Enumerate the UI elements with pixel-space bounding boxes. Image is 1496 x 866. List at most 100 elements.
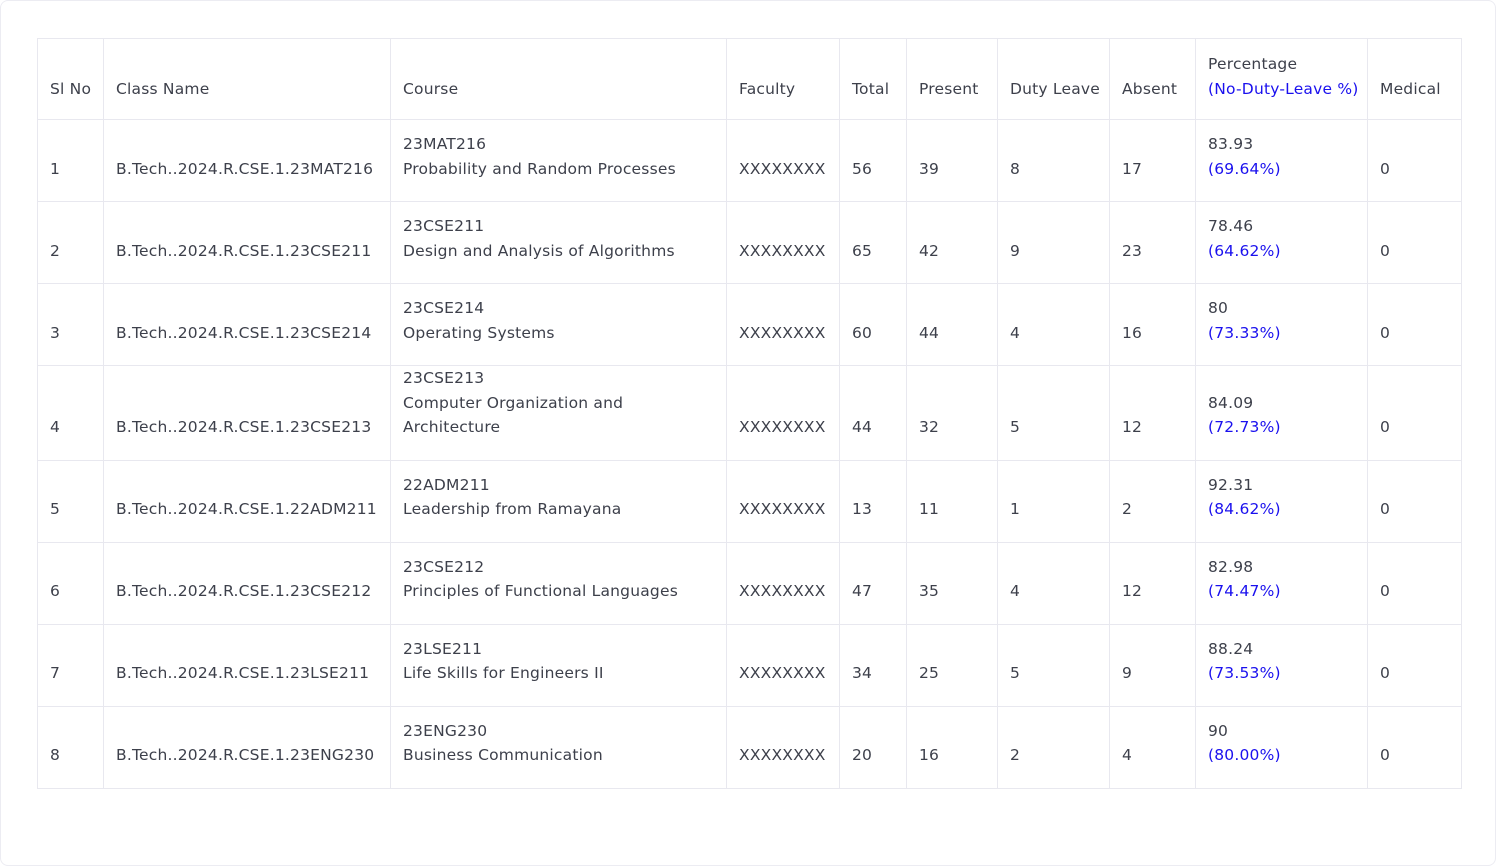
percentage-no-duty-leave: (69.64%) xyxy=(1208,159,1281,178)
course-code: 23CSE214 xyxy=(403,299,485,317)
header-absent: Absent xyxy=(1109,38,1196,120)
course-cell: 22ADM211 Leadership from Ramayana xyxy=(390,459,727,543)
duty-leave-cell: 8 xyxy=(997,119,1110,202)
class-name-cell: B.Tech..2024.R.CSE.1.23CSE212 xyxy=(103,541,391,625)
course-name: Computer Organization and Architecture xyxy=(403,393,624,437)
total-cell: 13 xyxy=(839,459,907,543)
class-name-cell: B.Tech..2024.R.CSE.1.22ADM211 xyxy=(103,459,391,543)
duty-leave-cell: 9 xyxy=(997,201,1110,284)
absent-cell: 9 xyxy=(1109,623,1196,707)
sl-no-cell: 5 xyxy=(37,459,104,543)
course-code: 22ADM211 xyxy=(403,475,490,494)
sl-no-cell: 6 xyxy=(37,541,104,625)
course-cell: 23MAT216 Probability and Random Processes xyxy=(390,119,727,202)
percentage-no-duty-leave: (64.62%) xyxy=(1208,241,1281,260)
header-sl-no: Sl No xyxy=(37,38,104,120)
faculty-cell: XXXXXXXX xyxy=(726,201,840,284)
faculty-cell: XXXXXXXX xyxy=(726,283,840,366)
percentage-no-duty-leave: (72.73%) xyxy=(1208,418,1281,436)
course-name: Principles of Functional Languages xyxy=(403,582,678,600)
total-cell: 34 xyxy=(839,623,907,707)
percentage-cell: 80 (73.33%) xyxy=(1195,283,1368,366)
percentage-cell: 83.93 (69.64%) xyxy=(1195,119,1368,202)
absent-cell: 12 xyxy=(1109,541,1196,625)
percentage-value: 78.46 xyxy=(1208,217,1254,235)
course-cell: 23LSE211 Life Skills for Engineers II xyxy=(390,623,727,707)
percentage-value: 80 xyxy=(1208,299,1229,317)
absent-cell: 12 xyxy=(1109,365,1196,461)
course-code: 23CSE211 xyxy=(403,217,485,235)
class-name-cell: B.Tech..2024.R.CSE.1.23LSE211 xyxy=(103,623,391,707)
course-name: Leadership from Ramayana xyxy=(403,500,622,518)
duty-leave-cell: 5 xyxy=(997,365,1110,461)
course-name: Design and Analysis of Algorithms xyxy=(403,241,675,260)
total-cell: 44 xyxy=(839,365,907,461)
sl-no-cell: 8 xyxy=(37,705,104,789)
table-row: 6 B.Tech..2024.R.CSE.1.23CSE212 23CSE212 Pr… xyxy=(37,541,1462,625)
duty-leave-cell: 2 xyxy=(997,705,1110,789)
course-code: 23LSE211 xyxy=(403,639,483,658)
total-cell: 60 xyxy=(839,283,907,366)
percentage-no-duty-leave: (80.00%) xyxy=(1208,746,1281,764)
table-row: 7 B.Tech..2024.R.CSE.1.23LSE211 23LSE211 Li… xyxy=(37,623,1462,707)
header-medical: Medical xyxy=(1367,38,1462,120)
table-row: 5 B.Tech..2024.R.CSE.1.22ADM211 22ADM211 Le… xyxy=(37,459,1462,543)
sl-no-cell: 3 xyxy=(37,283,104,366)
course-cell: 23CSE211 Design and Analysis of Algorithm… xyxy=(390,201,727,284)
class-name-cell: B.Tech..2024.R.CSE.1.23CSE213 xyxy=(103,365,391,461)
faculty-cell: XXXXXXXX xyxy=(726,541,840,625)
percentage-no-duty-leave: (84.62%) xyxy=(1208,500,1281,518)
percentage-value: 88.24 xyxy=(1208,639,1254,658)
course-code: 23ENG230 xyxy=(403,721,488,740)
medical-cell: 0 xyxy=(1367,623,1462,707)
header-course: Course xyxy=(390,38,727,120)
present-cell: 44 xyxy=(906,283,998,366)
medical-cell: 0 xyxy=(1367,459,1462,543)
percentage-cell: 82.98 (74.47%) xyxy=(1195,541,1368,625)
medical-cell: 0 xyxy=(1367,365,1462,461)
header-percentage-label: Percentage xyxy=(1208,55,1298,73)
medical-cell: 0 xyxy=(1367,119,1462,202)
total-cell: 56 xyxy=(839,119,907,202)
course-name: Business Communication xyxy=(403,746,603,764)
medical-cell: 0 xyxy=(1367,283,1462,366)
percentage-value: 92.31 xyxy=(1208,475,1254,494)
percentage-value: 82.98 xyxy=(1208,557,1254,576)
percentage-value: 90 xyxy=(1208,721,1229,740)
course-cell: 23CSE212 Principles of Functional Languag… xyxy=(390,541,727,625)
total-cell: 20 xyxy=(839,705,907,789)
table-row: 3 B.Tech..2024.R.CSE.1.23CSE214 23CSE214 Op… xyxy=(37,283,1462,366)
sl-no-cell: 1 xyxy=(37,119,104,202)
sl-no-cell: 2 xyxy=(37,201,104,284)
table-row: 1 B.Tech..2024.R.CSE.1.23MAT216 23MAT216 Pr… xyxy=(37,119,1462,202)
header-present: Present xyxy=(906,38,998,120)
duty-leave-cell: 4 xyxy=(997,541,1110,625)
present-cell: 25 xyxy=(906,623,998,707)
percentage-no-duty-leave: (74.47%) xyxy=(1208,582,1281,600)
percentage-cell: 84.09 (72.73%) xyxy=(1195,365,1368,461)
class-name-cell: B.Tech..2024.R.CSE.1.23CSE211 xyxy=(103,201,391,284)
percentage-value: 84.09 xyxy=(1208,393,1254,412)
percentage-no-duty-leave: (73.53%) xyxy=(1208,664,1281,682)
total-cell: 47 xyxy=(839,541,907,625)
absent-cell: 2 xyxy=(1109,459,1196,543)
course-cell: 23ENG230 Business Communication xyxy=(390,705,727,789)
present-cell: 39 xyxy=(906,119,998,202)
percentage-cell: 92.31 (84.62%) xyxy=(1195,459,1368,543)
attendance-table: Sl No Class Name Course Faculty Total Pr… xyxy=(37,38,1462,789)
absent-cell: 23 xyxy=(1109,201,1196,284)
header-total: Total xyxy=(839,38,907,120)
percentage-cell: 78.46 (64.62%) xyxy=(1195,201,1368,284)
table-row: 8 B.Tech..2024.R.CSE.1.23ENG230 23ENG230 Bu… xyxy=(37,705,1462,789)
absent-cell: 17 xyxy=(1109,119,1196,202)
class-name-cell: B.Tech..2024.R.CSE.1.23MAT216 xyxy=(103,119,391,202)
duty-leave-cell: 5 xyxy=(997,623,1110,707)
class-name-cell: B.Tech..2024.R.CSE.1.23CSE214 xyxy=(103,283,391,366)
percentage-value: 83.93 xyxy=(1208,135,1254,153)
course-name: Probability and Random Processes xyxy=(403,159,676,178)
header-percentage: Percentage (No-Duty-Leave %) xyxy=(1195,38,1368,120)
absent-cell: 4 xyxy=(1109,705,1196,789)
present-cell: 11 xyxy=(906,459,998,543)
sl-no-cell: 4 xyxy=(37,365,104,461)
